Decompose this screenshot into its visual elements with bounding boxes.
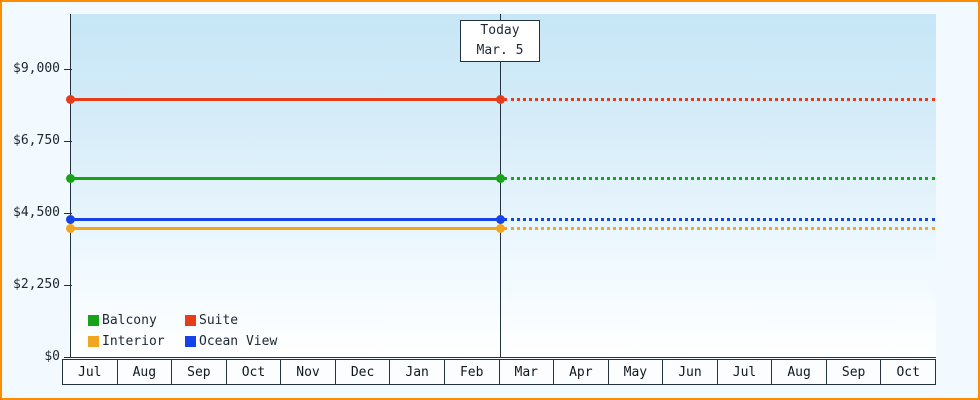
legend-swatch-ocean-view [185,335,196,347]
series-dot-ocean-view-today [496,215,505,225]
month-label: Oct [880,360,935,384]
legend-item-ocean-view: Ocean View [185,332,277,350]
y-axis-label: $6,750 [13,133,60,148]
month-label: Sep [171,360,226,384]
series-line-ocean-view-dotted [504,218,935,222]
y-axis-label: $4,500 [13,205,60,220]
series-line-interior-solid [70,227,500,231]
today-label-title: Today [480,23,520,38]
legend-label: Suite [199,312,239,328]
today-label-date: Mar. 5 [476,43,524,58]
today-line [500,14,501,358]
x-axis-months: Jul Aug Sep Oct Nov Dec Jan Feb Mar Apr May Jun Jul A… [62,359,936,385]
month-label: May [607,360,663,384]
today-label: Today Mar. 5 [460,20,540,62]
month-label: Mar [498,360,554,384]
legend-label: Balcony [102,312,157,328]
y-axis-label: $0 [44,349,60,364]
month-label: Jul [716,360,772,384]
series-dot-interior-today [496,224,505,234]
month-label: Jun [662,360,717,384]
month-label: Apr [553,360,608,384]
legend-item-suite: Suite [185,311,277,329]
series-line-balcony-dotted [504,176,935,180]
series-dot-balcony-start [66,173,75,183]
series-line-suite-dotted [504,98,935,102]
legend: Balcony Suite Interior Ocean View [88,311,277,350]
series-line-ocean-view-solid [70,218,500,222]
y-axis-tick [64,141,72,142]
series-line-suite-solid [70,98,500,102]
y-axis-label: $9,000 [13,61,60,76]
series-dot-suite-today [496,95,505,105]
series-dot-interior-start [66,224,75,234]
month-label: Jul [78,364,102,380]
y-axis-label: $2,250 [13,277,60,292]
series-dot-suite-start [66,95,75,105]
month-label: Aug [116,360,172,384]
month-label: Aug [771,360,826,384]
month-label: Feb [443,360,499,384]
legend-label: Interior [102,333,165,349]
month-label: Sep [825,360,881,384]
y-axis-tick [64,285,72,286]
y-axis-tick [64,213,72,214]
series-dot-balcony-today [496,173,505,183]
y-axis-tick [64,357,72,358]
legend-item-interior: Interior [88,332,185,350]
series-line-balcony-solid [70,176,500,180]
month-label: Jan [389,360,444,384]
month-label: Dec [334,360,390,384]
series-dot-ocean-view-start [66,215,75,225]
legend-item-balcony: Balcony [88,311,185,329]
series-line-interior-dotted [504,227,935,231]
legend-swatch-suite [185,314,196,326]
y-axis-tick [64,69,72,70]
legend-label: Ocean View [199,333,278,349]
legend-swatch-balcony [88,314,99,326]
plot-area [70,14,936,358]
legend-swatch-interior [88,335,99,347]
month-label: Nov [280,360,335,384]
month-label: Oct [225,360,281,384]
